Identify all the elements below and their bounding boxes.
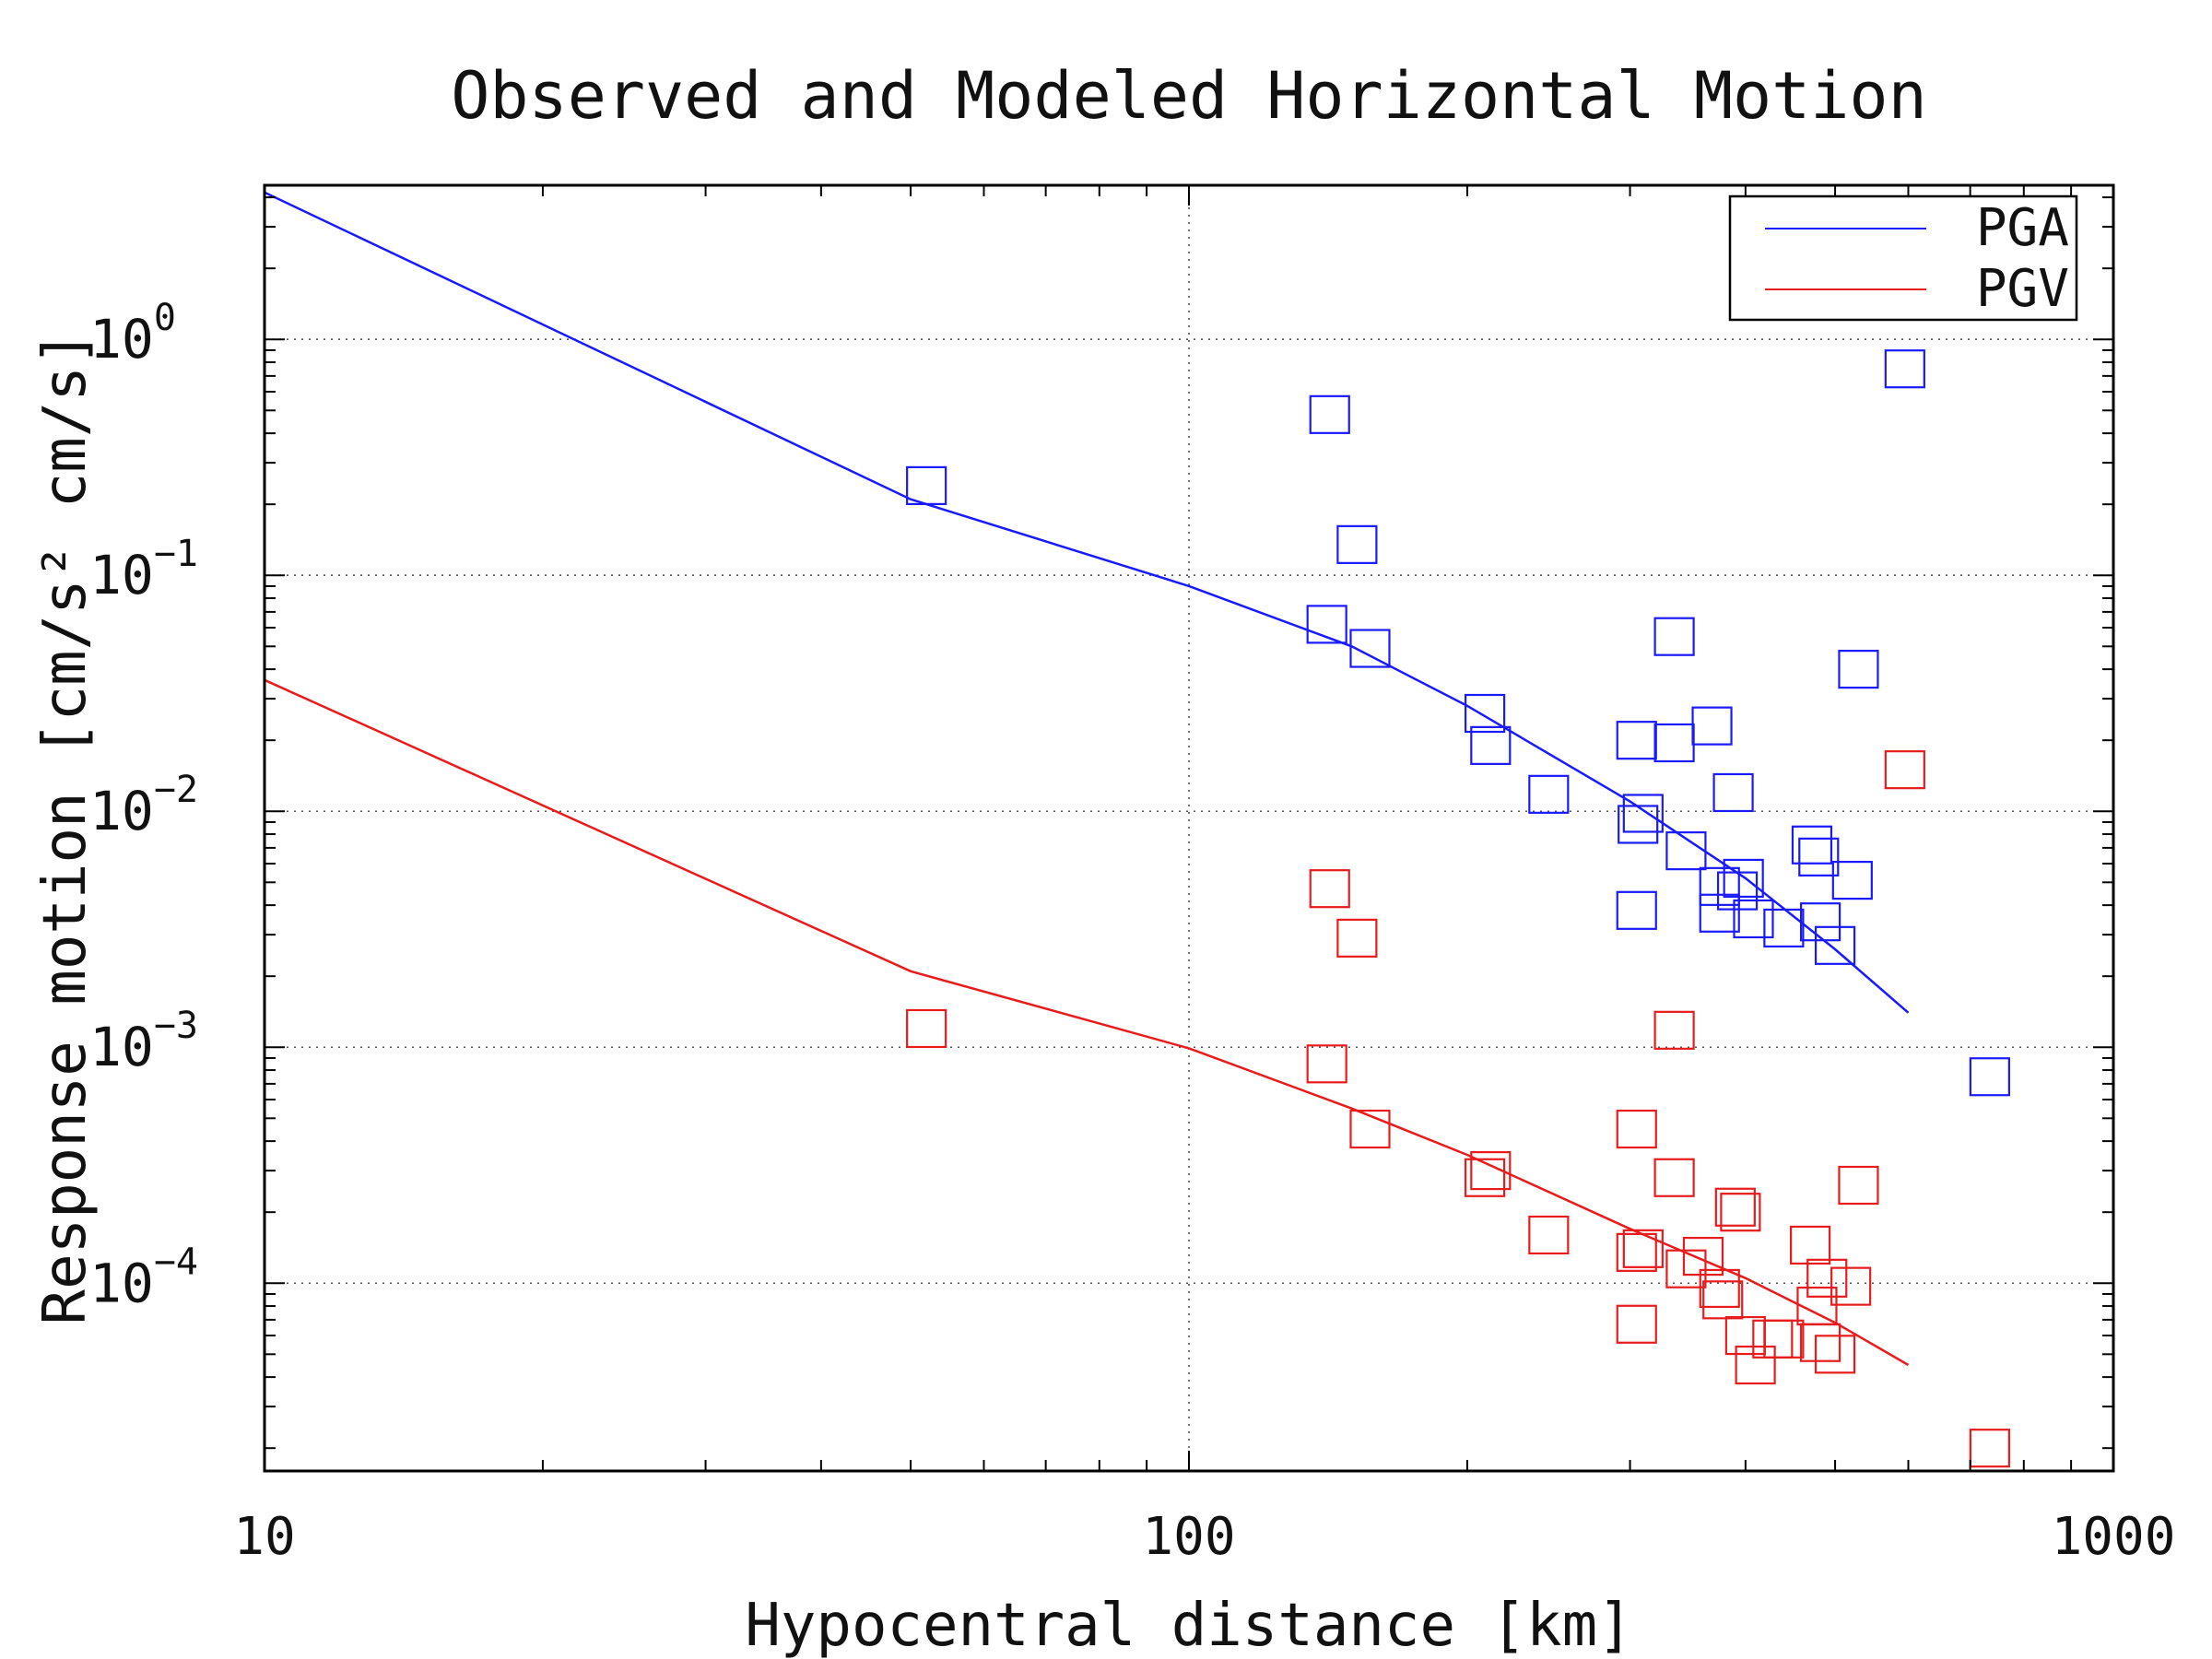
series-line-pgv [264, 678, 1910, 1367]
data-point-pgv-observed [1830, 1266, 1872, 1306]
y-tick-label-2: 10−2 [89, 769, 198, 842]
y-axis-label: Response motion [cm/s² cm/s] [31, 331, 100, 1325]
data-point-pga-observed [1799, 902, 1841, 942]
legend: PGA PGV [1728, 194, 2078, 322]
y-tick-label-base: 10 [89, 308, 154, 371]
data-point-pga-observed [1618, 805, 1659, 844]
plot-area [264, 191, 2010, 1468]
y-axis-label-text: Response motion [cm/s² cm/s] [31, 331, 100, 1325]
y-tick-label-base: 10 [89, 544, 154, 606]
data-point-pgv-observed [1465, 1158, 1506, 1197]
data-point-pgv-observed [1665, 1249, 1707, 1288]
data-point-pga-observed [1969, 1057, 2010, 1097]
data-point-pga-observed [1763, 908, 1805, 948]
y-tick-label-exponent: −3 [154, 1005, 198, 1047]
y-tick-label-base: 10 [89, 1016, 154, 1078]
y-tick-label-exponent: 0 [154, 297, 176, 339]
data-point-pgv-observed [1528, 1215, 1570, 1255]
data-point-pga-observed [1665, 831, 1707, 871]
data-point-pgv-observed [1616, 1109, 1657, 1149]
data-point-pgv-observed [1790, 1225, 1831, 1265]
y-tick-label-exponent: −1 [154, 533, 198, 575]
y-tick-label-0: 100 [89, 297, 176, 371]
data-point-pga-observed [1884, 349, 1925, 389]
data-point-pga-observed [1723, 858, 1764, 899]
data-point-pgv-observed [1336, 918, 1378, 958]
legend-label-pgv: PGV [1976, 259, 2069, 319]
data-point-pga-observed [1814, 925, 1856, 965]
data-point-pga-observed [1309, 394, 1350, 434]
data-point-pgv-observed [1682, 1236, 1724, 1277]
legend-label-pga: PGA [1976, 198, 2069, 258]
data-point-pgv-observed [1814, 1335, 1856, 1374]
x-tick-label-1: 100 [1142, 1507, 1235, 1567]
data-point-pgv-observed [1799, 1323, 1841, 1362]
series-line-pga [264, 191, 1910, 1014]
data-point-pga-observed [1712, 772, 1754, 813]
y-tick-label-4: 10−4 [89, 1241, 198, 1314]
data-point-pgv-observed [1616, 1304, 1657, 1344]
data-point-pgv-observed [1763, 1319, 1805, 1359]
y-tick-label-exponent: −2 [154, 769, 198, 811]
data-point-pga-observed [1798, 837, 1840, 877]
data-point-pga-observed [1733, 899, 1774, 939]
data-point-pga-observed [1336, 524, 1378, 564]
chart-title: Observed and Modeled Horizontal Motion [451, 58, 1926, 134]
data-point-pgv-observed [1702, 1280, 1744, 1320]
data-point-pgv-observed [1309, 869, 1350, 909]
data-point-pgv-observed [1735, 1345, 1776, 1385]
data-point-pga-observed [1306, 605, 1347, 644]
data-point-pga-observed [1653, 617, 1695, 656]
data-point-pgv-observed [1714, 1187, 1756, 1227]
data-point-pgv-observed [1699, 1268, 1740, 1309]
legend-box [1728, 194, 2078, 322]
data-point-pgv-observed [1653, 1010, 1695, 1050]
data-point-pga-observed [1699, 893, 1740, 933]
data-point-pgv-observed [1884, 750, 1925, 790]
data-point-pga-observed [1691, 706, 1733, 746]
data-point-pgv-observed [1622, 1229, 1664, 1268]
data-point-pga-observed [1465, 693, 1506, 734]
data-point-pga-observed [1838, 650, 1879, 689]
y-tick-label-1: 10−1 [89, 533, 198, 606]
data-point-pga-observed [1699, 866, 1740, 906]
data-point-pga-observed [1616, 721, 1657, 760]
data-point-pga-observed [1831, 861, 1873, 900]
data-point-pgv-observed [1349, 1109, 1391, 1149]
data-point-pgv-observed [1616, 1232, 1657, 1272]
x-tick-label-2: 1000 [2052, 1507, 2176, 1567]
data-point-pga-observed [1716, 871, 1759, 911]
data-point-pgv-observed [1306, 1044, 1347, 1084]
data-point-pga-observed [1528, 774, 1570, 814]
data-point-pgv-observed [1838, 1165, 1879, 1206]
x-axis-label: Hypocentral distance [km] [745, 1592, 1632, 1659]
data-point-pgv-observed [906, 1008, 947, 1049]
y-tick-label-base: 10 [89, 780, 154, 842]
x-tick-label-0: 10 [233, 1507, 295, 1567]
y-tick-label-exponent: −4 [154, 1241, 198, 1283]
y-tick-label-base: 10 [89, 1252, 154, 1314]
data-point-pga-observed [1616, 890, 1657, 930]
y-tick-label-3: 10−3 [89, 1005, 198, 1078]
data-point-pgv-observed [1969, 1429, 2010, 1468]
data-point-pga-observed [1791, 825, 1833, 865]
data-point-pga-observed [1470, 725, 1512, 765]
data-point-pga-observed [1622, 794, 1664, 833]
data-point-pgv-observed [1720, 1193, 1761, 1232]
data-point-pgv-observed [1806, 1258, 1848, 1298]
data-point-pga-observed [1349, 629, 1391, 668]
data-point-pga-observed [906, 465, 947, 505]
data-point-pgv-observed [1653, 1158, 1695, 1197]
data-point-pgv-observed [1470, 1151, 1512, 1191]
